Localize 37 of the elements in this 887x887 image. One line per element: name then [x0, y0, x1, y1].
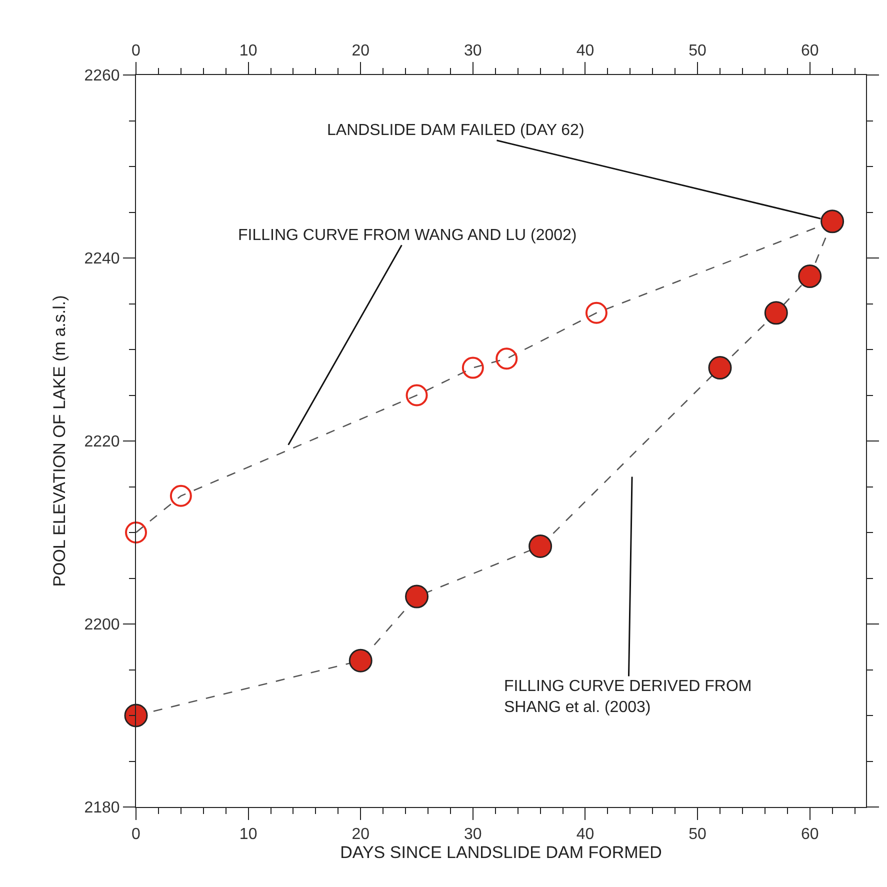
point	[406, 384, 428, 406]
y-tick-label: 2200	[84, 616, 120, 634]
y-axis-title: POOL ELEVATION OF LAKE (m a.s.l.)	[50, 295, 69, 587]
x2-tick-label: 20	[352, 826, 370, 844]
point	[124, 704, 148, 728]
x2-tick-label: 60	[800, 826, 819, 844]
x-tick-label: 30	[464, 42, 482, 60]
x-tick-label: 40	[576, 42, 594, 60]
point	[170, 484, 192, 507]
annotation: FILLING CURVE FROM WANG AND LU (2002)	[238, 227, 577, 244]
x2-tick-label: 50	[688, 826, 707, 844]
point	[708, 356, 732, 380]
y-tick-label: 2240	[84, 250, 120, 268]
x-tick-label: 0	[132, 42, 141, 60]
point	[496, 348, 518, 370]
x2-tick-label: 10	[239, 826, 258, 844]
annotation: FILLING CURVE DERIVED FROM SHANG et al. (2003)	[504, 678, 752, 716]
x-tick-label: 10	[239, 42, 258, 60]
x-axis-title: DAYS SINCE LANDSLIDE DAM FORMED	[340, 843, 662, 862]
x-tick-label: 50	[688, 42, 707, 60]
point	[764, 301, 788, 325]
x2-tick-label: 0	[132, 826, 141, 844]
x2-tick-label: 40	[576, 826, 594, 844]
point	[462, 356, 484, 379]
x-tick-label: 20	[352, 42, 370, 60]
y-tick-label: 2260	[84, 68, 120, 85]
point	[125, 522, 147, 544]
point	[798, 264, 822, 288]
x-tick-label: 60	[800, 42, 819, 60]
point	[528, 534, 552, 558]
point	[585, 302, 608, 324]
point	[348, 648, 372, 672]
y-tick-label: 2180	[84, 800, 120, 817]
y-tick-label: 2220	[84, 434, 120, 451]
x2-tick-label: 30	[464, 826, 482, 844]
annotation: LANDSLIDE DAM FAILED (DAY 62)	[327, 122, 584, 139]
point	[405, 584, 429, 608]
